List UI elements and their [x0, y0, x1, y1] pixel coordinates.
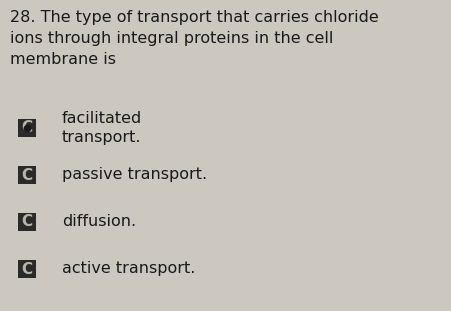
Text: active transport.: active transport.	[62, 262, 195, 276]
Bar	[18, 166, 36, 184]
Bar	[18, 260, 36, 278]
Text: passive transport.: passive transport.	[62, 168, 207, 183]
Text: C: C	[21, 215, 32, 230]
Text: C: C	[21, 262, 32, 276]
Text: diffusion.: diffusion.	[62, 215, 136, 230]
Text: C: C	[21, 168, 32, 183]
Text: 28. The type of transport that carries chloride
ions through integral proteins i: 28. The type of transport that carries c…	[10, 10, 378, 67]
Text: facilitated
transport.: facilitated transport.	[62, 111, 142, 146]
Bar	[18, 119, 36, 137]
Bar	[18, 213, 36, 231]
Text: C: C	[21, 120, 32, 136]
